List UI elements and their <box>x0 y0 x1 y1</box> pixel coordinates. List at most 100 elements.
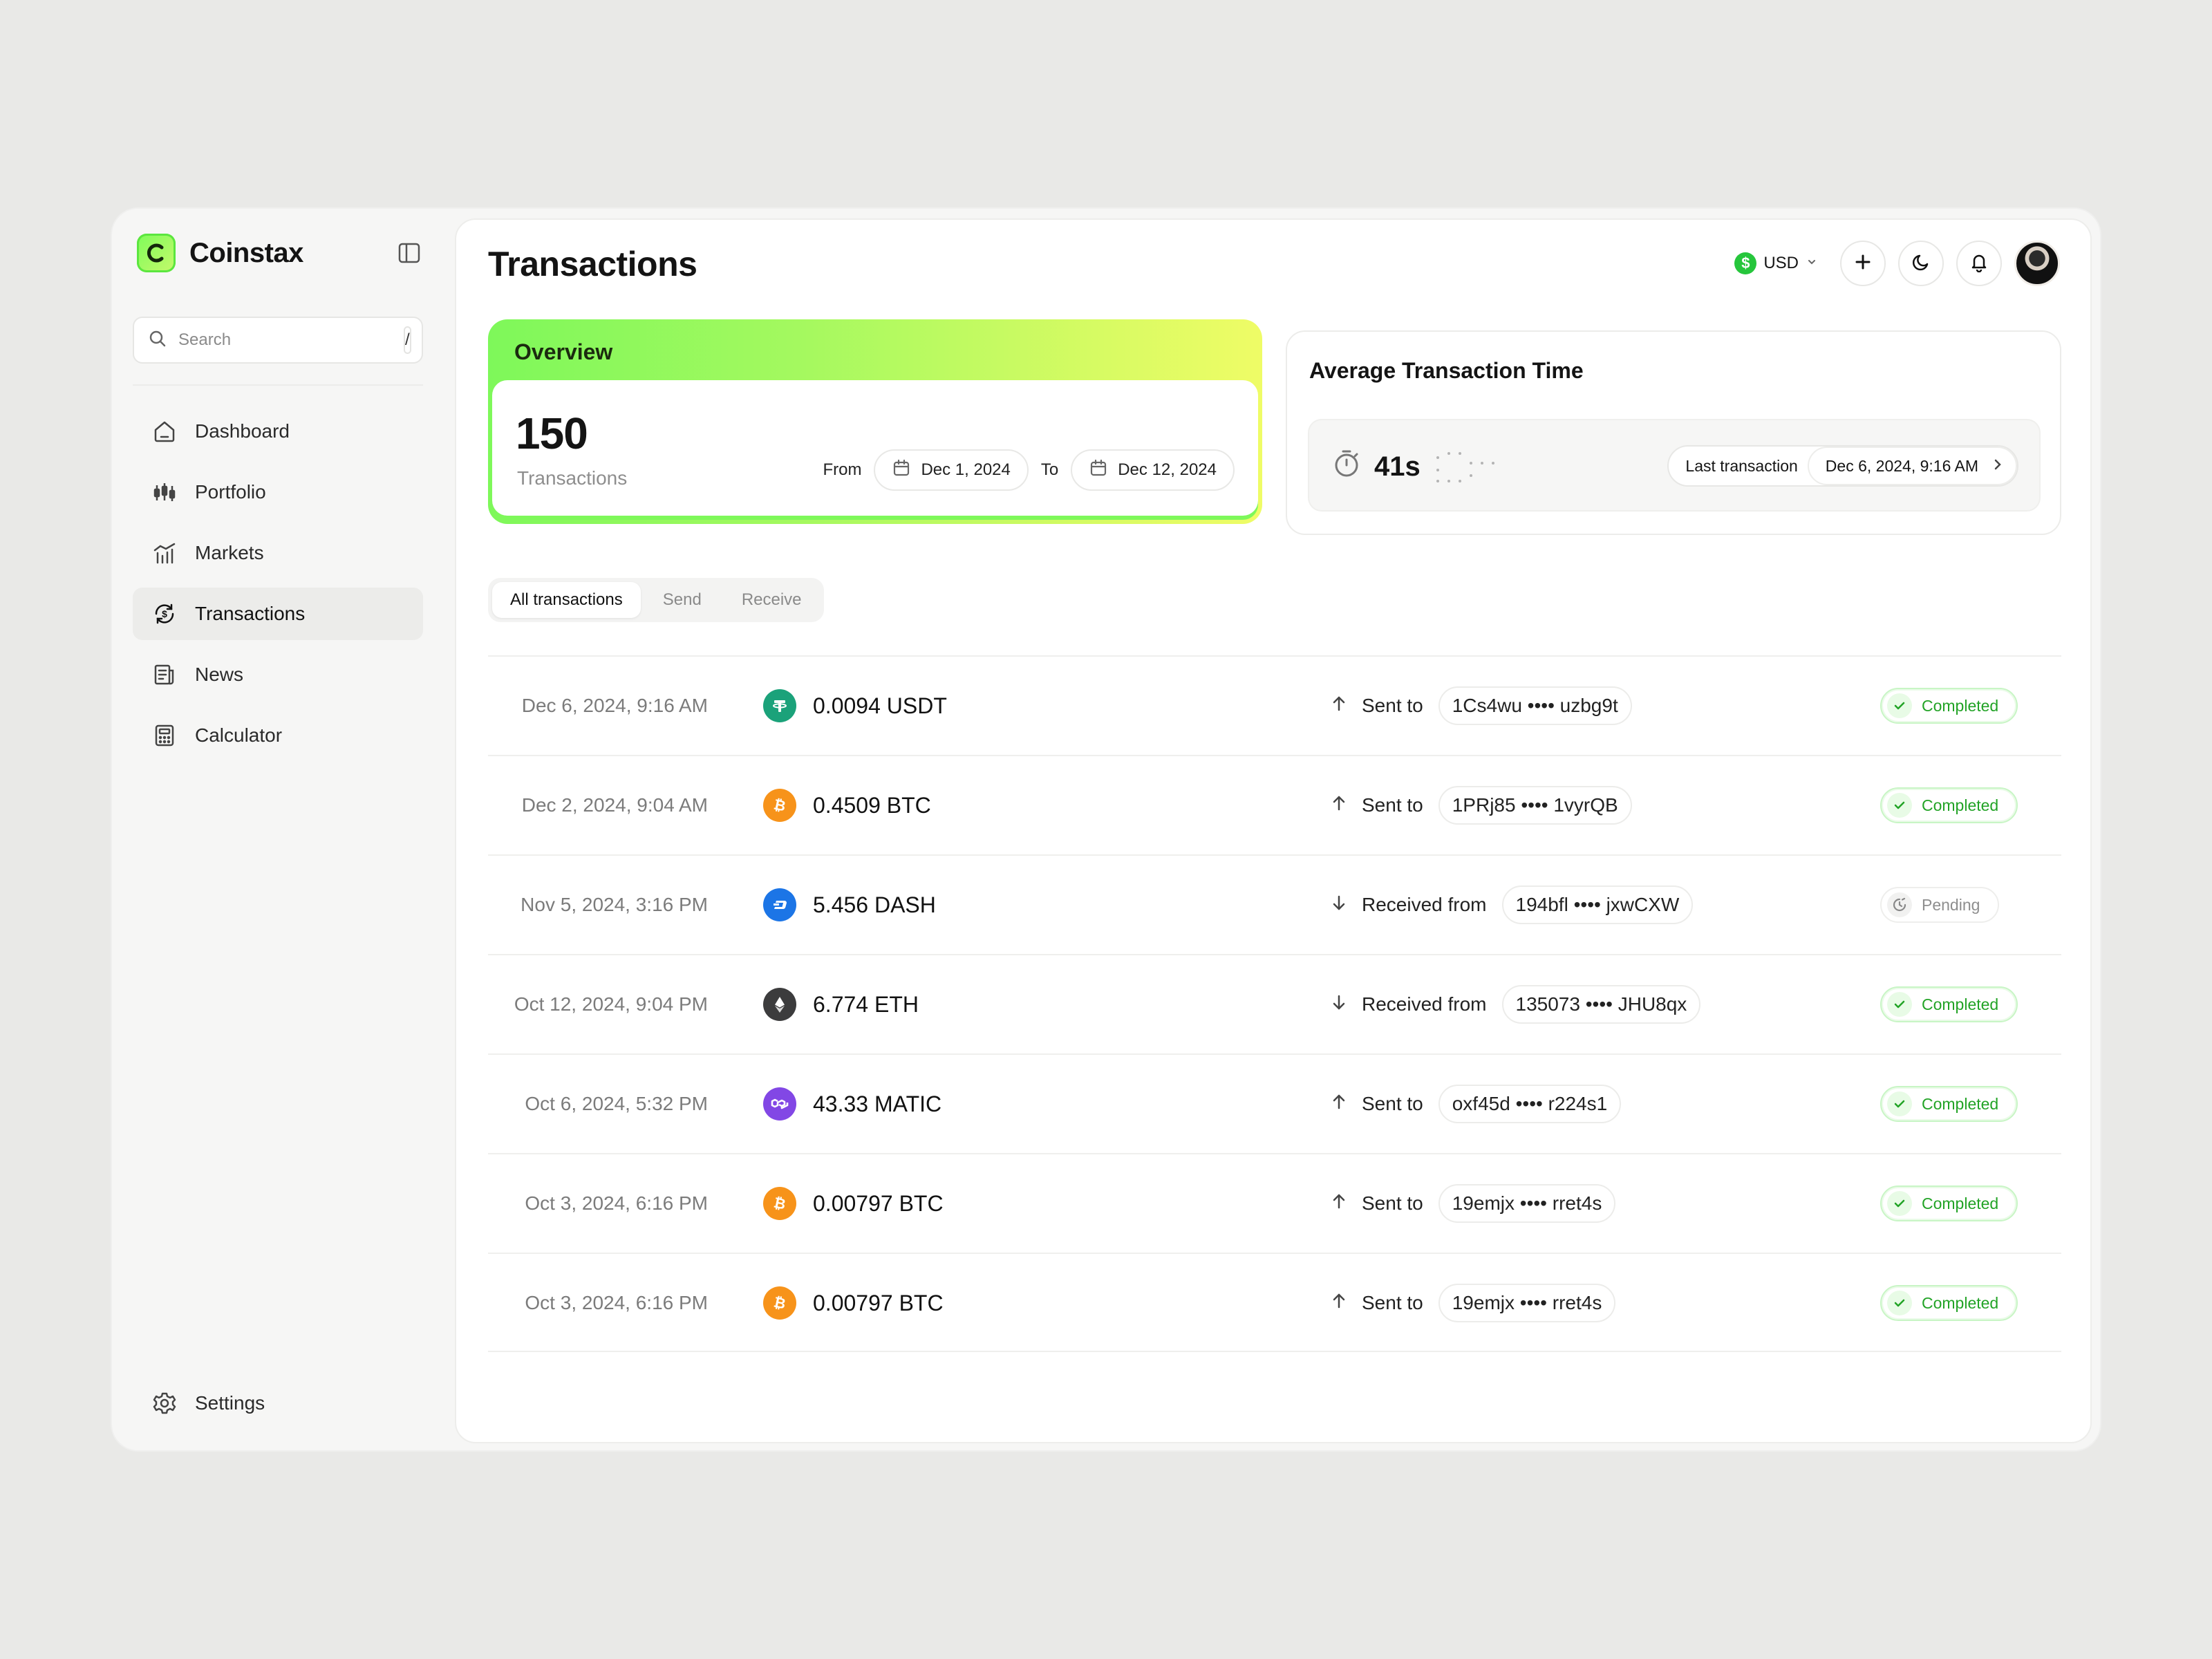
transaction-status-cell: Completed <box>1880 1154 2018 1253</box>
overview-title: Overview <box>514 339 613 364</box>
transaction-direction: Received from <box>1362 894 1487 915</box>
top-actions: $ USD <box>1725 241 2060 286</box>
transaction-amount-cell: ₿ 0.00797 BTC <box>763 1254 944 1352</box>
wallet-address[interactable]: oxf45d •••• r224s1 <box>1438 1085 1622 1123</box>
table-row[interactable]: Nov 5, 2024, 3:16 PM 5.456 DASH Received… <box>488 854 2061 954</box>
sidebar-item-label: Portfolio <box>195 481 266 503</box>
plus-icon <box>1853 252 1873 276</box>
notifications-button[interactable] <box>1956 241 2002 286</box>
status-badge: Completed <box>1880 1285 2018 1321</box>
sidebar-item-calculator[interactable]: Calculator <box>133 709 423 762</box>
table-row[interactable]: Oct 3, 2024, 6:16 PM ₿ 0.00797 BTC Sent … <box>488 1153 2061 1253</box>
sidebar-toggle-icon[interactable] <box>394 238 424 268</box>
transaction-amount: 0.00797 BTC <box>813 1290 944 1315</box>
status-label: Completed <box>1922 995 1999 1013</box>
search-input[interactable] <box>178 330 393 350</box>
to-date-picker[interactable]: Dec 12, 2024 <box>1071 449 1235 491</box>
status-badge: Completed <box>1880 1086 2018 1122</box>
transaction-status-cell: Pending <box>1880 856 2000 954</box>
status-badge: Pending <box>1880 887 2000 923</box>
status-label: Completed <box>1922 696 1999 715</box>
check-icon <box>1887 1091 1912 1116</box>
transaction-date: Oct 6, 2024, 5:32 PM <box>525 1093 708 1114</box>
arrow-up-icon <box>1330 1192 1348 1215</box>
check-icon <box>1887 693 1912 718</box>
table-row[interactable]: Dec 6, 2024, 9:16 AM 0.0094 USDT Sent to… <box>488 655 2061 755</box>
transaction-filter-tabs: All transactions Send Receive <box>488 578 824 622</box>
wallet-address[interactable]: 19emjx •••• rret4s <box>1438 1184 1616 1223</box>
table-row[interactable]: Dec 2, 2024, 9:04 AM ₿ 0.4509 BTC Sent t… <box>488 755 2061 854</box>
calendar-icon <box>892 458 911 482</box>
transaction-date: Oct 3, 2024, 6:16 PM <box>525 1192 708 1214</box>
sidebar-item-portfolio[interactable]: Portfolio <box>133 466 423 518</box>
transaction-direction: Sent to <box>1362 1093 1423 1114</box>
status-badge: Completed <box>1880 1185 2018 1221</box>
dash-icon <box>763 888 796 921</box>
wallet-address[interactable]: 194bfl •••• jxwCXW <box>1501 885 1694 924</box>
search-box[interactable]: / <box>133 317 423 364</box>
currency-selector[interactable]: $ USD <box>1725 243 1828 284</box>
activity-dots-icon <box>1436 451 1503 485</box>
from-date-picker[interactable]: Dec 1, 2024 <box>874 449 1029 491</box>
sidebar-item-label: Calculator <box>195 724 283 746</box>
app-name: Coinstax <box>189 237 303 268</box>
tab-receive[interactable]: Receive <box>741 590 802 609</box>
transaction-date: Dec 6, 2024, 9:16 AM <box>521 695 708 716</box>
transaction-status-cell: Completed <box>1880 657 2018 755</box>
currency-label: USD <box>1763 254 1799 272</box>
sidebar-item-markets[interactable]: Markets <box>133 527 423 579</box>
transactions-table: Dec 6, 2024, 9:16 AM 0.0094 USDT Sent to… <box>488 655 2061 1352</box>
candlestick-icon <box>151 478 178 506</box>
transaction-status-cell: Completed <box>1880 1254 2018 1352</box>
svg-text:₿: ₿ <box>772 1294 787 1312</box>
status-badge: Completed <box>1880 986 2018 1022</box>
status-badge: Completed <box>1880 787 2018 823</box>
wallet-address[interactable]: 1PRj85 •••• 1vyrQB <box>1438 786 1632 825</box>
tab-all-transactions[interactable]: All transactions <box>492 582 641 618</box>
avg-time-value-group: 41s <box>1331 448 1421 485</box>
sidebar-item-label: Markets <box>195 542 264 563</box>
last-transaction-link[interactable]: Last transaction Dec 6, 2024, 9:16 AM <box>1667 445 2018 487</box>
sidebar-item-settings[interactable]: Settings <box>133 1377 423 1430</box>
transaction-direction-cell: Sent to 1PRj85 •••• 1vyrQB <box>1330 756 1632 854</box>
transaction-direction: Sent to <box>1362 1292 1423 1313</box>
arrow-down-icon <box>1330 993 1348 1016</box>
check-icon <box>1887 992 1912 1017</box>
arrow-up-icon <box>1330 695 1348 718</box>
sidebar-item-news[interactable]: News <box>133 648 423 701</box>
last-transaction-label: Last transaction <box>1685 456 1798 475</box>
wallet-address[interactable]: 135073 •••• JHU8qx <box>1501 985 1701 1024</box>
check-icon <box>1887 793 1912 818</box>
transaction-amount: 0.00797 BTC <box>813 1190 944 1216</box>
user-avatar[interactable] <box>2014 241 2060 286</box>
sidebar-item-dashboard[interactable]: Dashboard <box>133 405 423 458</box>
dollar-icon: $ <box>1734 252 1757 274</box>
chart-icon <box>151 539 178 567</box>
calendar-icon <box>1089 458 1108 482</box>
ethereum-icon <box>763 988 796 1021</box>
table-row[interactable]: Oct 12, 2024, 9:04 PM 6.774 ETH Received… <box>488 954 2061 1053</box>
bell-icon <box>1969 252 1989 276</box>
polygon-icon <box>763 1087 796 1121</box>
tab-send[interactable]: Send <box>662 590 702 609</box>
bitcoin-icon: ₿ <box>763 789 796 822</box>
transaction-date: Nov 5, 2024, 3:16 PM <box>521 894 708 915</box>
transaction-amount-cell: 0.0094 USDT <box>763 657 947 755</box>
sidebar-item-label: Transactions <box>195 603 306 624</box>
add-button[interactable] <box>1840 241 1886 286</box>
wallet-address[interactable]: 19emjx •••• rret4s <box>1438 1284 1616 1322</box>
sidebar-item-transactions[interactable]: $ Transactions <box>133 588 423 640</box>
table-row[interactable]: Oct 3, 2024, 6:16 PM ₿ 0.00797 BTC Sent … <box>488 1253 2061 1352</box>
transaction-direction-cell: Sent to oxf45d •••• r224s1 <box>1330 1055 1622 1153</box>
transaction-amount-cell: 43.33 MATIC <box>763 1055 941 1153</box>
theme-toggle-button[interactable] <box>1898 241 1944 286</box>
wallet-address[interactable]: 1Cs4wu •••• uzbg9t <box>1438 686 1632 725</box>
table-row[interactable]: Oct 6, 2024, 5:32 PM 43.33 MATIC Sent to… <box>488 1053 2061 1153</box>
transaction-amount: 0.0094 USDT <box>813 693 947 718</box>
bitcoin-icon: ₿ <box>763 1187 796 1220</box>
brand[interactable]: Coinstax <box>137 234 303 272</box>
chevron-down-icon <box>1806 254 1818 273</box>
transaction-amount: 43.33 MATIC <box>813 1091 942 1116</box>
transaction-direction: Sent to <box>1362 1192 1423 1214</box>
moon-icon <box>1911 252 1931 276</box>
